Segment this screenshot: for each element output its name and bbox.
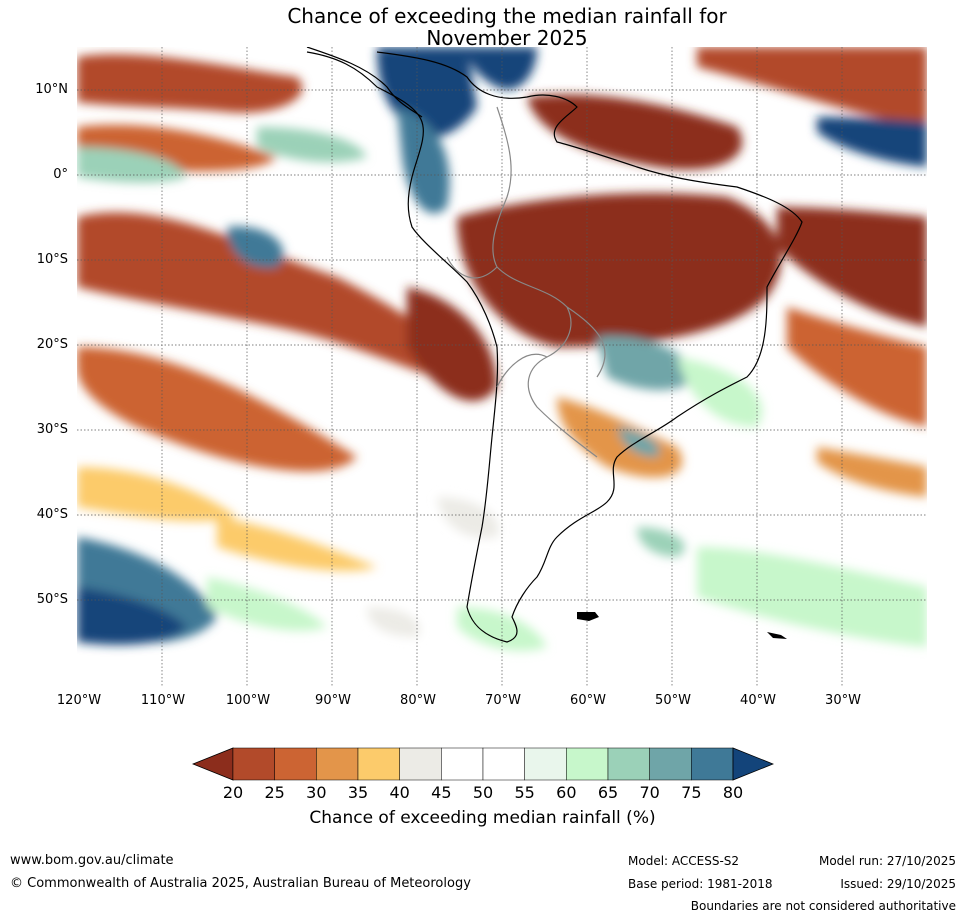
lon-label-90w: 90°W xyxy=(315,693,351,708)
colorbar-tick-label: 30 xyxy=(306,783,327,802)
colorbar-tick-label: 40 xyxy=(389,783,410,802)
colorbar-segment-75-80 xyxy=(691,747,734,781)
website-link[interactable]: www.bom.gov.au/climate xyxy=(10,853,174,868)
issued-date: Issued: 29/10/2025 xyxy=(840,877,956,891)
colorbar xyxy=(192,747,774,781)
copyright-text: © Commonwealth of Australia 2025, Austra… xyxy=(10,876,471,891)
colorbar-segment-40-45 xyxy=(399,747,442,781)
lat-label-40s: 40°S xyxy=(36,507,68,522)
lat-label-30s: 30°S xyxy=(36,422,68,437)
south-georgia xyxy=(767,632,787,639)
lat-label-10s: 10°S xyxy=(36,252,68,267)
lat-label-20s: 20°S xyxy=(36,337,68,352)
lon-label-80w: 80°W xyxy=(400,693,436,708)
rainfall-map xyxy=(77,47,927,686)
country-borders xyxy=(446,106,606,458)
lon-label-110w: 110°W xyxy=(140,693,186,708)
colorbar-tick-label: 75 xyxy=(681,783,702,802)
colorbar-low-extend xyxy=(192,747,234,781)
model-name: Model: ACCESS-S2 xyxy=(628,854,740,868)
map-title-line2: November 2025 xyxy=(426,26,588,50)
colorbar-tick-label: 60 xyxy=(556,783,577,802)
graticule xyxy=(77,47,927,686)
lat-label-50s: 50°S xyxy=(36,592,68,607)
lon-label-120w: 120°W xyxy=(56,693,102,708)
lat-label-0: 0° xyxy=(53,167,68,182)
colorbar-tick-label: 20 xyxy=(222,783,244,802)
colorbar-segment-35-40 xyxy=(357,747,400,781)
colorbar-segment-65-70 xyxy=(607,747,650,781)
colorbar-segment-50-55 xyxy=(482,747,525,781)
rainfall-field xyxy=(77,47,927,651)
lon-label-60w: 60°W xyxy=(570,693,606,708)
colorbar-segment-55-60 xyxy=(524,747,567,781)
boundary-disclaimer: Boundaries are not considered authoritat… xyxy=(690,899,956,913)
colorbar-tick-label: 80 xyxy=(722,783,744,802)
colorbar-tick-label: 70 xyxy=(639,783,660,802)
map-canvas xyxy=(77,47,927,686)
colorbar-tick-label: 35 xyxy=(347,783,369,802)
colorbar-segment-30-35 xyxy=(316,747,359,781)
colorbar-tick-label: 65 xyxy=(597,783,619,802)
base-period: Base period: 1981-2018 xyxy=(628,877,773,891)
colorbar-tick-label: 45 xyxy=(431,783,452,802)
lon-label-30w: 30°W xyxy=(825,693,861,708)
colorbar-tick-label: 50 xyxy=(472,783,494,802)
colorbar-segment-60-65 xyxy=(566,747,609,781)
south-america-coastline xyxy=(306,51,803,643)
colorbar-high-extend xyxy=(732,747,774,781)
colorbar-segment-25-30 xyxy=(274,747,317,781)
colorbar-tick-label: 55 xyxy=(514,783,535,802)
lat-label-10n: 10°N xyxy=(35,82,68,97)
model-run-date: Model run: 27/10/2025 xyxy=(818,854,956,868)
lon-label-50w: 50°W xyxy=(655,693,691,708)
falkland-islands xyxy=(577,612,599,621)
colorbar-segment-20-25 xyxy=(232,747,275,781)
lon-label-70w: 70°W xyxy=(485,693,521,708)
lon-label-100w: 100°W xyxy=(225,693,271,708)
lon-label-40w: 40°W xyxy=(740,693,776,708)
colorbar-segment-70-75 xyxy=(649,747,692,781)
map-title-line1: Chance of exceeding the median rainfall … xyxy=(287,4,727,28)
central-america-coastline xyxy=(306,47,423,118)
colorbar-title: Chance of exceeding median rainfall (%) xyxy=(309,808,656,828)
colorbar-tick-label: 25 xyxy=(264,783,285,802)
colorbar-segment-45-50 xyxy=(441,747,484,781)
